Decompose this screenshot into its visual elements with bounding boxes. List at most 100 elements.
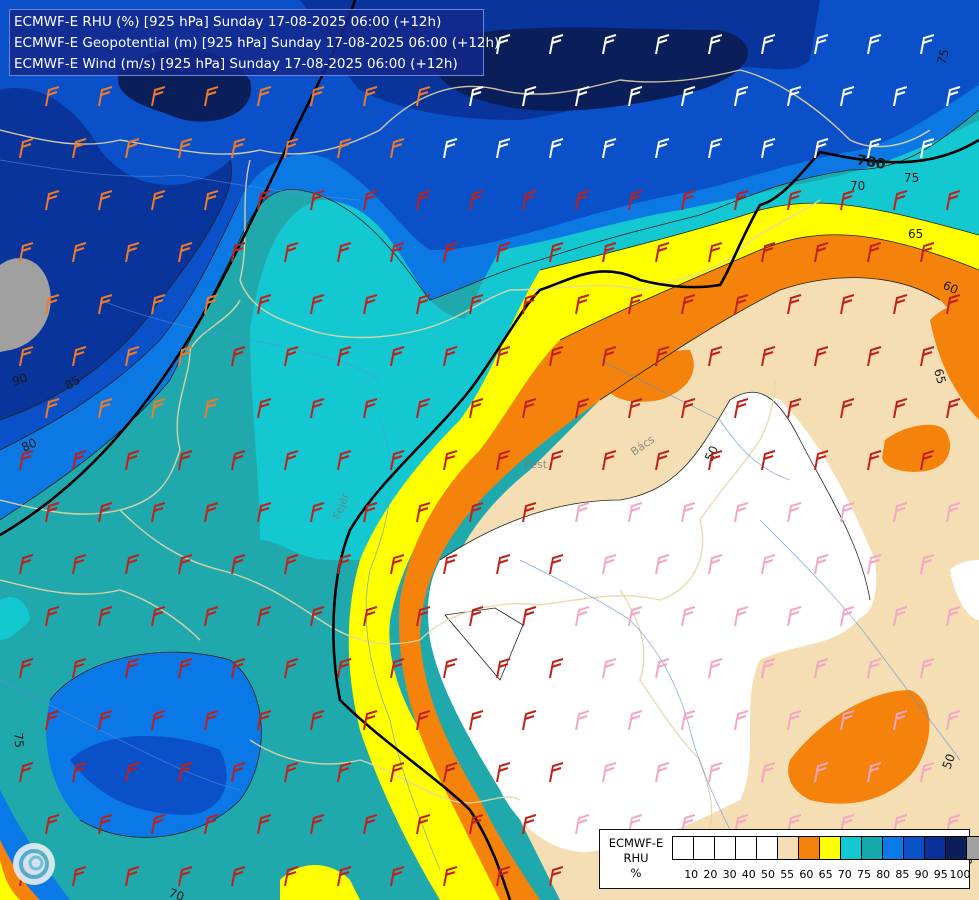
wind-barb-icon [337, 658, 352, 679]
title-rhu: ECMWF-E RHU (%) [925 hPa] Sunday 17-08-2… [14, 14, 442, 30]
legend-swatch [757, 837, 778, 859]
wind-barb-icon [920, 554, 935, 575]
wind-barb-icon [761, 450, 776, 471]
wind-barb-icon [231, 658, 246, 679]
wind-barb-icon [151, 502, 166, 523]
wind-barb-icon [469, 86, 484, 107]
wind-barb-icon [655, 450, 670, 471]
wind-barb-icon [787, 814, 802, 835]
wind-barb-icon [522, 710, 537, 731]
wind-barb-icon [72, 138, 87, 159]
wind-barb-icon [655, 658, 670, 679]
wind-barb-icon [204, 86, 219, 107]
wind-barb-icon [310, 294, 325, 315]
wind-barb-icon [19, 450, 34, 471]
wind-barb-icon [45, 294, 60, 315]
legend-tick-label: 40 [741, 868, 756, 881]
contour-label: 75 [11, 732, 26, 748]
wind-barb-icon [390, 866, 405, 887]
wind-barb-icon [549, 762, 564, 783]
wind-barb-icon [708, 34, 723, 55]
wind-barb-icon [98, 190, 113, 211]
wind-barb-icon [920, 34, 935, 55]
wind-barb-icon [98, 606, 113, 627]
legend-swatch [946, 837, 967, 859]
legend-tick-label: 55 [780, 868, 795, 881]
wind-barb-icon [257, 502, 272, 523]
wind-barb-icon [602, 242, 617, 263]
wind-barb-icon [310, 606, 325, 627]
geopotential-label-780: 780 [855, 152, 887, 173]
wind-barb-icon [867, 242, 882, 263]
wind-barb-icon [522, 398, 537, 419]
wind-barb-icon [45, 398, 60, 419]
wind-barb-icon [840, 502, 855, 523]
wind-barb-icon [257, 606, 272, 627]
wind-barb-icon [284, 242, 299, 263]
wind-barb-icon [708, 762, 723, 783]
contour-label: 70 [167, 886, 186, 900]
contour-label: 65 [931, 367, 948, 385]
wind-barb-icon [681, 294, 696, 315]
wind-barb-icon [72, 658, 87, 679]
wind-barb-icon [125, 450, 140, 471]
wind-barb-icon [469, 502, 484, 523]
wind-barb-icon [443, 762, 458, 783]
legend-tick-label: 30 [722, 868, 737, 881]
wind-barb-icon [284, 658, 299, 679]
legend-tick-label: 85 [895, 868, 910, 881]
wind-barb-icon [72, 346, 87, 367]
wind-barb-icon [893, 190, 908, 211]
wind-barb-icon [708, 554, 723, 575]
wind-barb-icon [496, 762, 511, 783]
wind-barb-icon [787, 86, 802, 107]
wind-barb-icon [761, 138, 776, 159]
wind-barb-icon [151, 814, 166, 835]
wind-barb-icon [19, 658, 34, 679]
wind-barb-icon [390, 138, 405, 159]
wind-barb-icon [681, 398, 696, 419]
wind-barb-icon [734, 814, 749, 835]
wind-barb-icon [310, 814, 325, 835]
wind-barb-icon [893, 294, 908, 315]
legend-swatch [799, 837, 820, 859]
wind-barb-icon [575, 814, 590, 835]
wind-barb-icon [734, 710, 749, 731]
wind-barb-icon [443, 450, 458, 471]
wind-barb-icon [840, 398, 855, 419]
wind-barb-icon [204, 502, 219, 523]
wind-barb-icon [496, 346, 511, 367]
legend-title: ECMWF-E RHU % [604, 836, 668, 881]
wind-barb-icon [178, 346, 193, 367]
wind-barb-icon [867, 450, 882, 471]
wind-barb-icon [178, 866, 193, 887]
wind-barb-icon [920, 450, 935, 471]
wind-barb-icon [655, 554, 670, 575]
wind-barb-icon [575, 502, 590, 523]
wind-barb-icon [45, 710, 60, 731]
wind-barb-icon [45, 502, 60, 523]
legend-ticks: 10 20 30 40 50 55 60 65 70 75 80 85 90 95 100 [672, 868, 972, 882]
wind-barb-icon [628, 86, 643, 107]
wind-barb-icon [787, 190, 802, 211]
wind-barb-icon [575, 398, 590, 419]
wind-barb-icon [549, 866, 564, 887]
wind-barb-icon [310, 710, 325, 731]
legend-tick-label: 60 [799, 868, 814, 881]
wind-barb-icon [602, 658, 617, 679]
wind-barb-icon [443, 554, 458, 575]
wind-barb-icon [231, 242, 246, 263]
wind-barb-icon [814, 346, 829, 367]
wind-barb-icon [840, 606, 855, 627]
wind-barb-icon [19, 138, 34, 159]
wind-barb-icon [522, 814, 537, 835]
wind-barb-icon [575, 606, 590, 627]
legend-swatch [904, 837, 925, 859]
wind-barb-icon [416, 606, 431, 627]
wind-barb-icon [178, 554, 193, 575]
wind-barb-icon [98, 398, 113, 419]
wind-barb-icon [814, 242, 829, 263]
wind-barb-icon [98, 294, 113, 315]
legend-tick-label: 90 [914, 868, 929, 881]
